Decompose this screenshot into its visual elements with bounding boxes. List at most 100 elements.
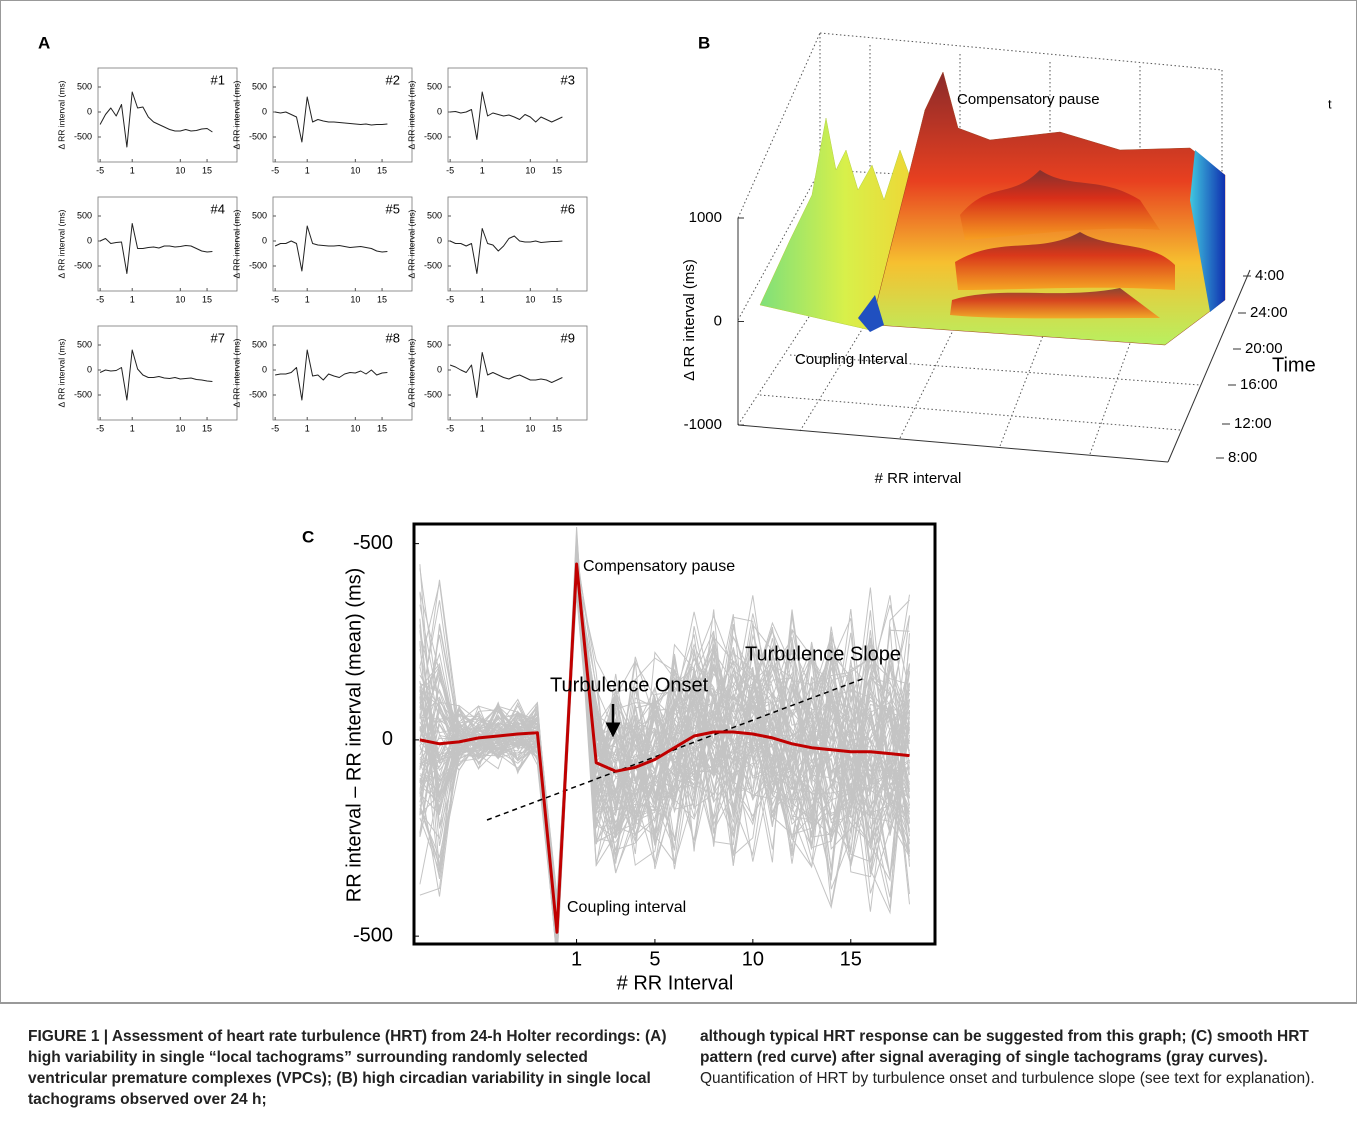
annotation: Turbulence Slope <box>745 643 901 665</box>
gray-tachograms <box>419 526 910 944</box>
y-tick-label: 0 <box>87 106 92 116</box>
small-chart: 500 0 -500 -5 1 10 15 Δ RR interval (ms) #2 <box>231 67 413 175</box>
x-tick-label: 1 <box>480 165 485 175</box>
x-tick-label: 1 <box>480 423 485 433</box>
x-tick-label: 15 <box>552 423 562 433</box>
time-axis <box>1167 269 1251 463</box>
x-tick-label: 15 <box>552 294 562 304</box>
y-axis-label: Δ RR interval (ms) <box>56 338 66 407</box>
tachogram-line <box>99 349 213 401</box>
plot-frame <box>97 196 238 292</box>
time-axis-label: Time <box>1272 354 1316 376</box>
small-chart: 500 0 -500 -5 1 10 15 Δ RR interval (ms) #4 <box>56 196 238 304</box>
y-tick-label: 500 <box>252 81 267 91</box>
y-tick-label: 500 <box>77 81 92 91</box>
z-tick-label: 0 <box>714 312 722 329</box>
y-tick-label: 500 <box>252 210 267 220</box>
plot-frame <box>447 196 588 292</box>
small-chart: 500 0 -500 -5 1 10 15 Δ RR interval (ms) #7 <box>56 325 238 433</box>
small-chart: 500 0 -500 -5 1 10 15 Δ RR interval (ms) #9 <box>406 325 588 433</box>
small-chart: 500 0 -500 -5 1 10 15 Δ RR interval (ms) #5 <box>231 196 413 304</box>
y-axis-label: RR interval – RR interval (mean) (ms) <box>343 568 365 903</box>
surface <box>759 71 1226 346</box>
y-axis-label: Δ RR interval (ms) <box>406 338 416 407</box>
y-tick-label: -500 <box>424 389 442 399</box>
time-tick-label: 4:00 <box>1255 267 1284 284</box>
time-tick-label: 24:00 <box>1250 304 1288 321</box>
plot-frame <box>272 196 413 292</box>
y-tick-label: -500 <box>249 260 267 270</box>
x-axis-3d <box>737 424 1169 463</box>
mean-hrt-curve <box>419 562 910 934</box>
x-tick-label: 15 <box>552 165 562 175</box>
x-tick-label: 10 <box>175 294 185 304</box>
y-tick-label: -500 <box>424 131 442 141</box>
small-chart: 500 0 -500 -5 1 10 15 Δ RR interval (ms) #6 <box>406 196 588 304</box>
caption-right: although typical HRT response can be sug… <box>700 1026 1330 1089</box>
y-axis-label: Δ RR interval (ms) <box>56 80 66 149</box>
gray-curve <box>419 550 910 925</box>
x-tick-label: -5 <box>446 423 454 433</box>
x-axis-label: # RR interval <box>875 470 962 487</box>
y-tick-label: 500 <box>427 81 442 91</box>
y-tick-label: -500 <box>74 131 92 141</box>
plot-frame <box>447 325 588 421</box>
y-tick-label: 500 <box>427 339 442 349</box>
gray-curve <box>419 566 910 944</box>
caption-bold: although typical HRT response can be sug… <box>700 1028 1309 1066</box>
time-tick-label: 8:00 <box>1228 449 1257 466</box>
x-tick-label: 15 <box>202 165 212 175</box>
gray-curve <box>419 570 910 907</box>
chart-title: #8 <box>386 330 400 345</box>
x-tick-label: 5 <box>649 948 660 970</box>
y-tick-label: 0 <box>437 235 442 245</box>
x-tick-label: 10 <box>350 165 360 175</box>
y-axis-label: Δ RR interval (ms) <box>56 209 66 278</box>
x-tick-label: 10 <box>525 165 535 175</box>
x-tick-label: -5 <box>96 294 104 304</box>
panel-label: C <box>302 527 314 546</box>
y-tick-label: -500 <box>74 260 92 270</box>
annotation: Coupling Interval <box>795 351 908 368</box>
y-tick-label: -500 <box>249 389 267 399</box>
small-chart: 500 0 -500 -5 1 10 15 Δ RR interval (ms) #1 <box>56 67 238 175</box>
y-tick-label: -500 <box>249 131 267 141</box>
x-tick-label: -5 <box>271 165 279 175</box>
y-tick-label: 0 <box>87 235 92 245</box>
turbulence-slope-line <box>486 677 866 821</box>
chart-title: #2 <box>386 72 400 87</box>
gray-curve <box>419 583 910 935</box>
x-tick-label: 1 <box>480 294 485 304</box>
plot-frame <box>272 325 413 421</box>
y-axis-label: Δ RR interval (ms) <box>406 209 416 278</box>
y-tick-label: -500 <box>424 260 442 270</box>
plot-frame <box>97 325 238 421</box>
x-tick-label: 1 <box>571 948 582 970</box>
y-tick-label: 500 <box>427 210 442 220</box>
chart-title: #7 <box>211 330 225 345</box>
annotation: Compensatory pause <box>957 91 1100 108</box>
x-tick-label: 10 <box>350 423 360 433</box>
tachogram-line <box>450 91 563 140</box>
plot-frame <box>97 67 238 163</box>
x-tick-label: 10 <box>350 294 360 304</box>
x-tick-label: 1 <box>130 423 135 433</box>
x-tick-label: 10 <box>175 165 185 175</box>
x-tick-label: -5 <box>96 165 104 175</box>
y-tick-label: 0 <box>262 106 267 116</box>
tachogram-line <box>274 225 388 272</box>
x-tick-label: -5 <box>271 294 279 304</box>
y-tick-label: 0 <box>437 106 442 116</box>
x-tick-label: -5 <box>96 423 104 433</box>
time-tick-label: 12:00 <box>1234 415 1272 432</box>
y-axis-label: Δ RR interval (ms) <box>231 80 241 149</box>
y-tick-label: 0 <box>382 728 393 750</box>
chart-title: #1 <box>211 72 225 87</box>
x-tick-label: 1 <box>130 294 135 304</box>
x-tick-label: 15 <box>840 948 862 970</box>
panel-label: A <box>38 33 50 52</box>
x-tick-label: 15 <box>377 294 387 304</box>
tachogram-line <box>99 91 213 148</box>
caption-normal: Quantification of HRT by turbulence onse… <box>700 1070 1315 1087</box>
